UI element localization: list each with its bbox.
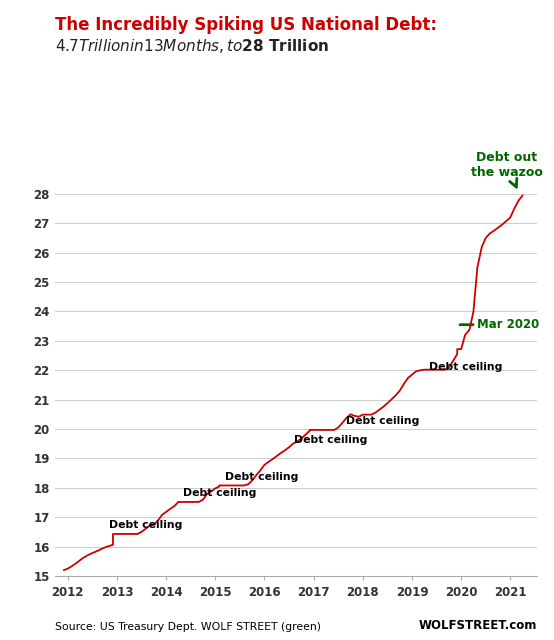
- Text: WOLFSTREET.com: WOLFSTREET.com: [419, 620, 537, 632]
- Text: Debt ceiling: Debt ceiling: [294, 435, 367, 445]
- Text: Source: US Treasury Dept. WOLF STREET (green): Source: US Treasury Dept. WOLF STREET (g…: [55, 622, 321, 632]
- Text: Debt ceiling: Debt ceiling: [346, 416, 419, 426]
- Text: Debt ceiling: Debt ceiling: [183, 488, 257, 498]
- Text: Mar 2020: Mar 2020: [478, 318, 540, 331]
- Text: $4.7 Trillion in 13 Months, to $28 Trillion: $4.7 Trillion in 13 Months, to $28 Trill…: [55, 37, 330, 55]
- Text: Debt out
the wazoo: Debt out the wazoo: [471, 151, 543, 187]
- Text: Debt ceiling: Debt ceiling: [429, 362, 502, 372]
- Text: The Incredibly Spiking US National Debt:: The Incredibly Spiking US National Debt:: [55, 16, 438, 34]
- Text: Debt ceiling: Debt ceiling: [110, 520, 183, 531]
- Text: Debt ceiling: Debt ceiling: [225, 472, 299, 482]
